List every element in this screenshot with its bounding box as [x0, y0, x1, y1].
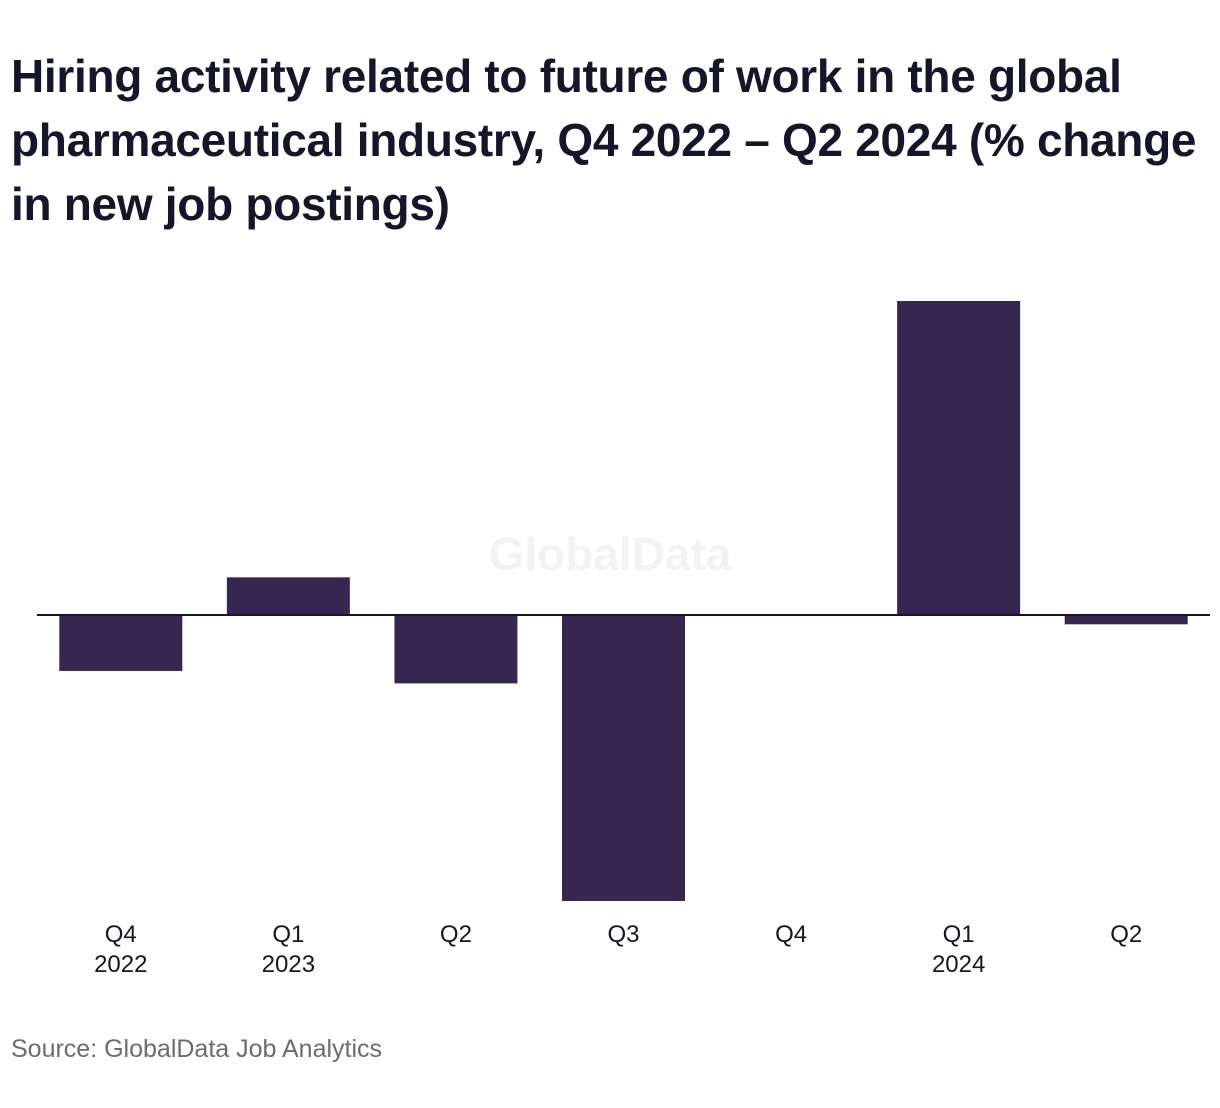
x-tick-label-year: 2024 [932, 951, 985, 978]
bar-1 [226, 577, 350, 615]
bar-2 [394, 615, 518, 684]
bar-5 [897, 301, 1021, 615]
source-note: Source: GlobalData Job Analytics [11, 1035, 383, 1063]
x-tick-label-quarter: Q2 [440, 921, 472, 948]
watermark: GlobalData [489, 528, 732, 580]
x-tick-label-quarter: Q2 [1110, 921, 1142, 948]
chart-title: Hiring activity related to future of wor… [11, 50, 1197, 230]
x-tick-label-year: 2022 [94, 951, 147, 978]
x-tick-label-year: 2023 [262, 951, 315, 978]
bars-group [59, 301, 1188, 901]
x-tick-label-quarter: Q1 [943, 921, 975, 948]
x-tick-label-quarter: Q4 [775, 921, 807, 948]
bar-0 [59, 615, 183, 671]
x-tick-label-quarter: Q1 [272, 921, 304, 948]
x-tick-label-quarter: Q3 [607, 921, 639, 948]
bar-3 [562, 615, 685, 901]
bar-6 [1064, 615, 1188, 625]
x-tick-label-quarter: Q4 [105, 921, 137, 948]
x-axis-labels: Q4 2022 Q1 2023 Q2 Q3 Q4 Q1 2024 Q2 [94, 921, 1142, 978]
